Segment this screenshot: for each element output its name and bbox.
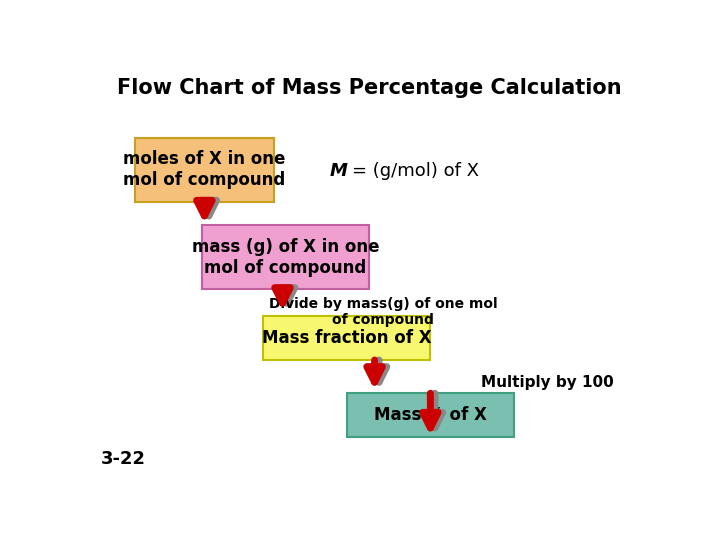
Text: Mass % of X: Mass % of X: [374, 406, 487, 424]
FancyBboxPatch shape: [135, 138, 274, 202]
Text: 3-22: 3-22: [101, 450, 146, 468]
Text: mass (g) of X in one
mol of compound: mass (g) of X in one mol of compound: [192, 238, 379, 276]
FancyBboxPatch shape: [347, 393, 514, 437]
Text: Mass fraction of X: Mass fraction of X: [262, 329, 431, 347]
Text: M: M: [330, 162, 348, 180]
Text: moles of X in one
mol of compound: moles of X in one mol of compound: [123, 150, 286, 189]
Text: Multiply by 100: Multiply by 100: [481, 375, 613, 390]
Text: Divide by mass(g) of one mol
of compound: Divide by mass(g) of one mol of compound: [269, 297, 498, 327]
Text: = (g/mol) of X: = (g/mol) of X: [352, 162, 480, 180]
FancyBboxPatch shape: [263, 316, 431, 360]
FancyBboxPatch shape: [202, 225, 369, 289]
Text: Flow Chart of Mass Percentage Calculation: Flow Chart of Mass Percentage Calculatio…: [117, 78, 621, 98]
